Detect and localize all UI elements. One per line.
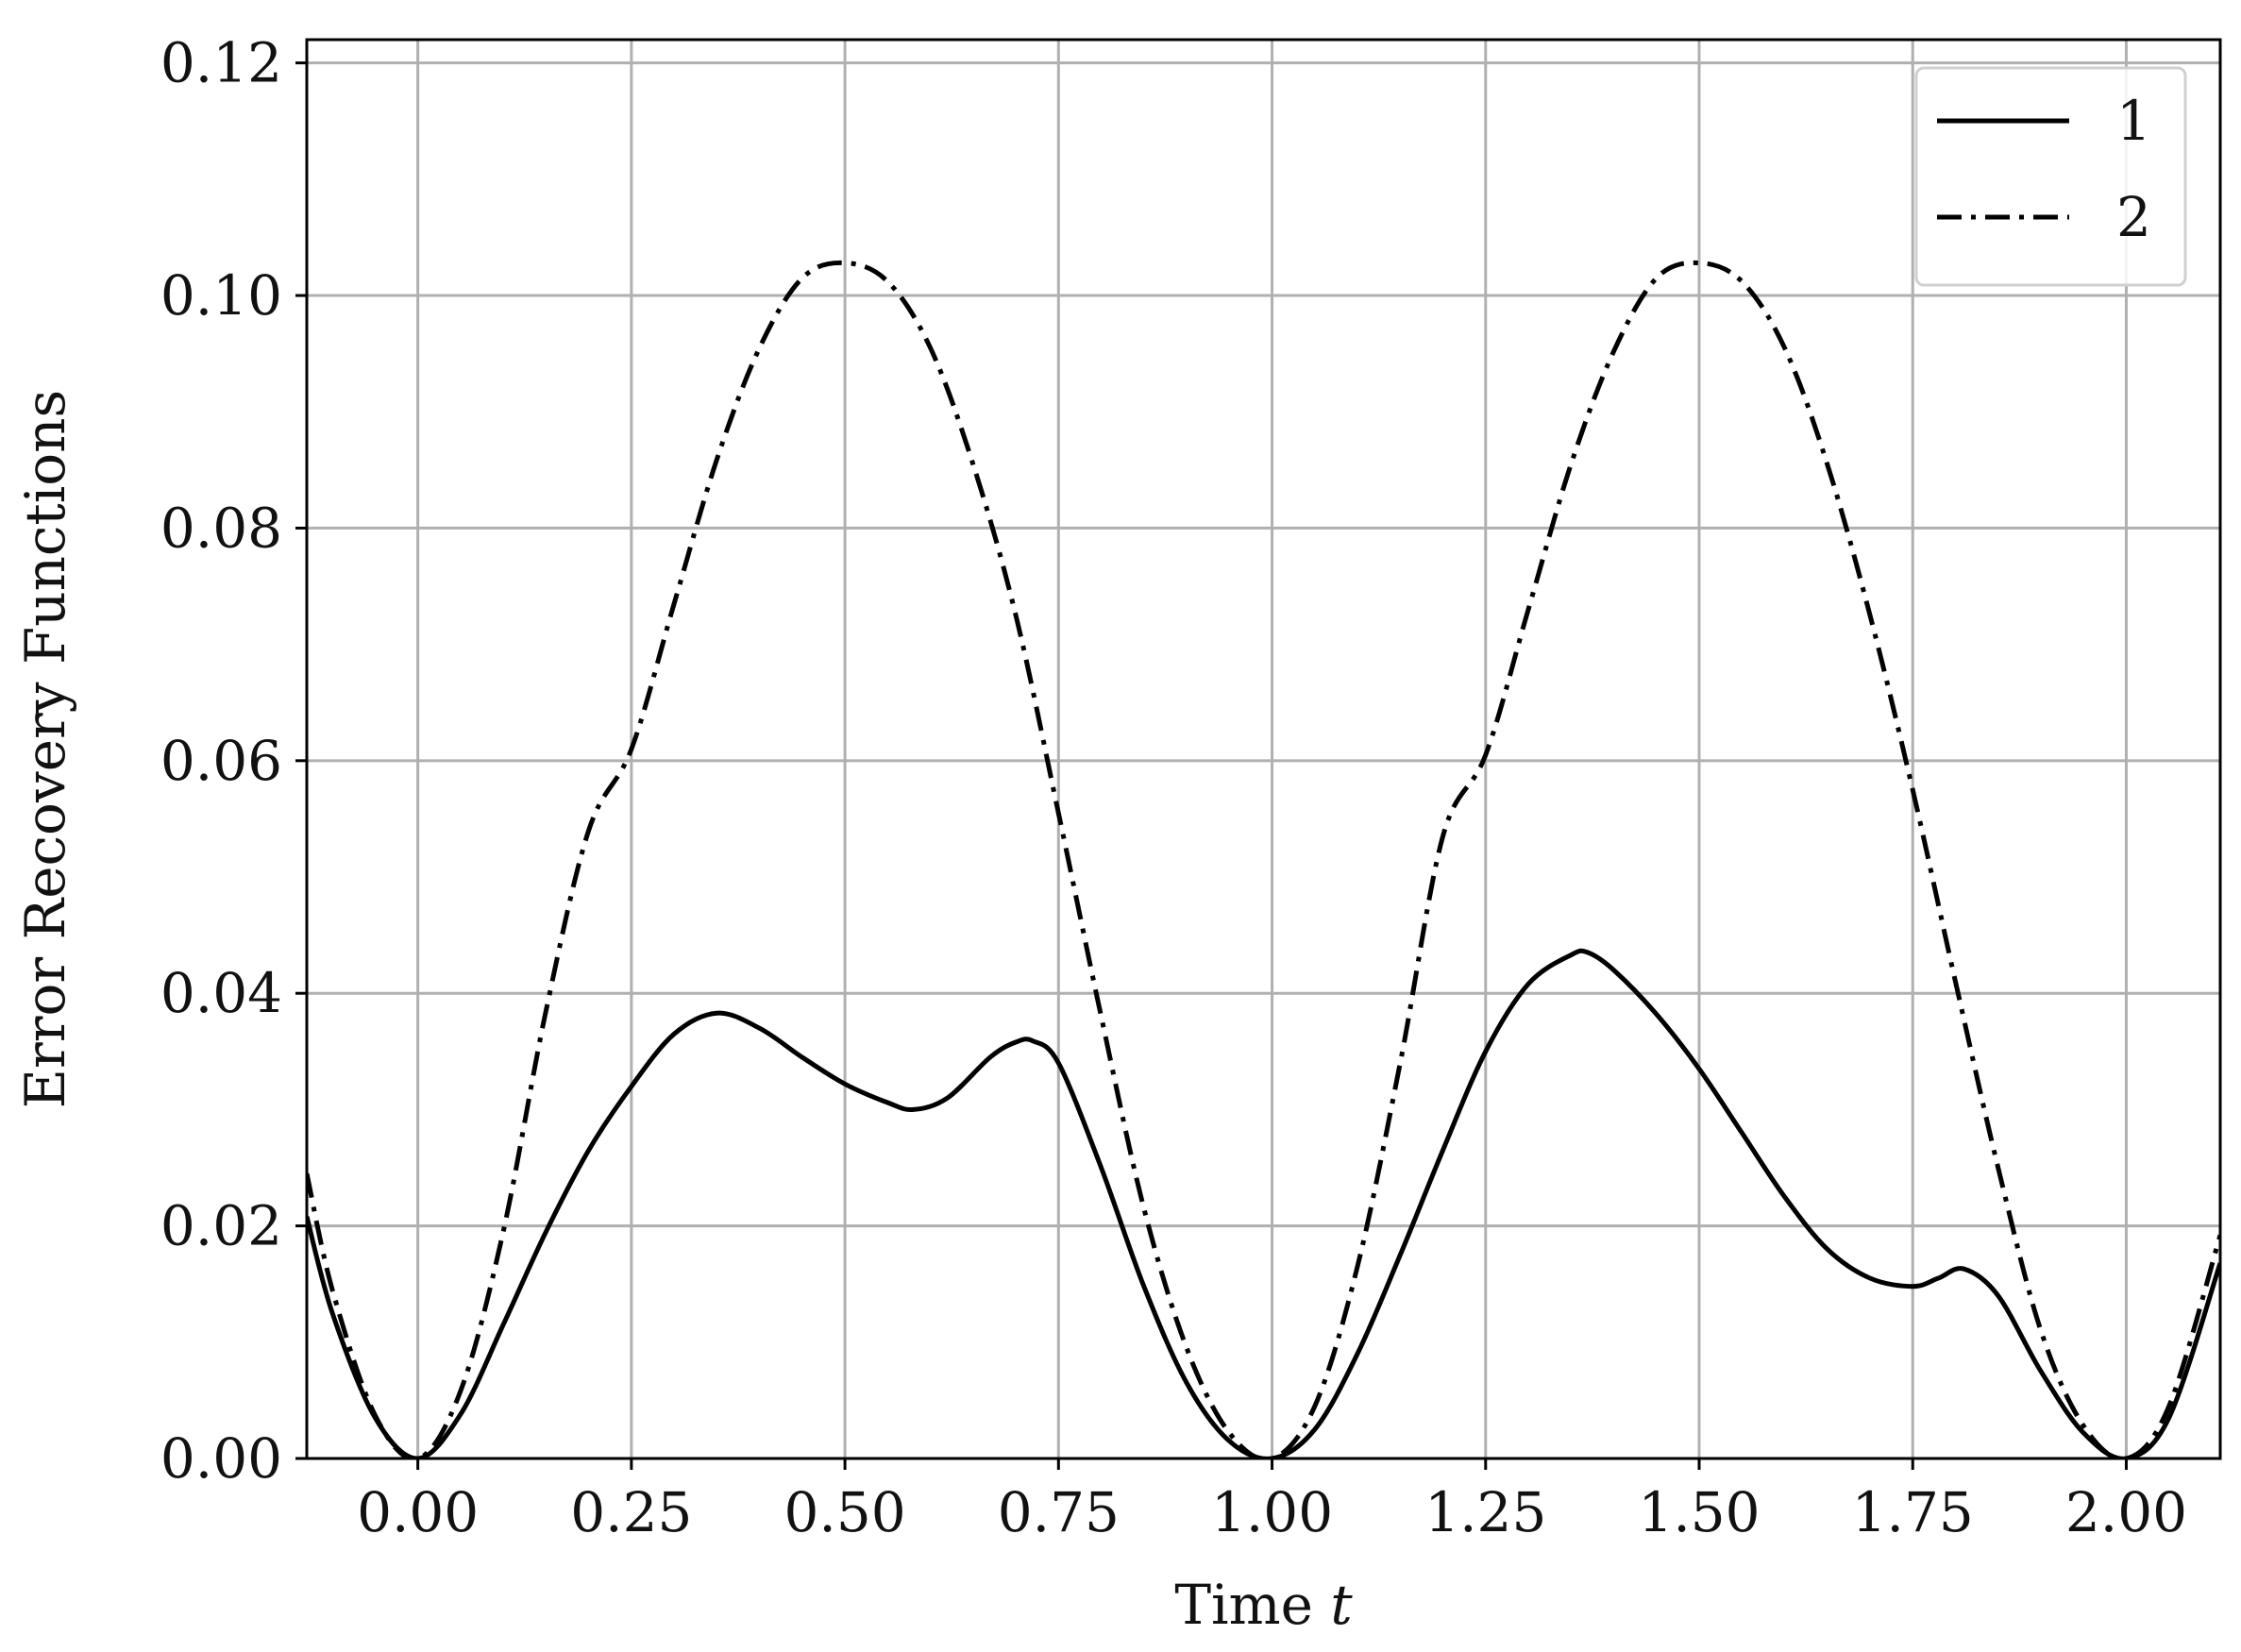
y-tick-label: 0.04: [160, 961, 282, 1025]
series-lines: [307, 260, 2220, 1458]
x-axis-label-text: Time: [1174, 1573, 1313, 1637]
x-tick-label: 1.25: [1424, 1480, 1546, 1544]
y-tick-label: 0.10: [160, 263, 282, 328]
x-tick-label: 0.25: [570, 1480, 692, 1544]
y-tick-label: 0.00: [160, 1426, 282, 1491]
series-line-2: [307, 260, 2220, 1458]
x-tick-label: 0.00: [357, 1480, 479, 1544]
x-axis-label-space: [1313, 1573, 1330, 1637]
x-axis-label-variable: t: [1330, 1573, 1353, 1637]
y-tick-label: 0.08: [160, 496, 282, 560]
x-tick-label: 1.50: [1638, 1480, 1760, 1544]
x-tick-label: 0.75: [998, 1480, 1120, 1544]
x-tick-label: 0.50: [784, 1480, 906, 1544]
y-tick-label: 0.12: [160, 31, 282, 95]
x-tick-label: 2.00: [2065, 1480, 2187, 1544]
x-tick-label: 1.00: [1211, 1480, 1333, 1544]
y-axis-label: Error Recovery Functions: [13, 390, 77, 1109]
legend-label-series-1: 1: [2116, 89, 2151, 153]
x-tick-label: 1.75: [1852, 1480, 1974, 1544]
legend-label-series-2: 2: [2116, 185, 2151, 249]
plot-frame: [305, 38, 2222, 1460]
legend: 1 2: [1914, 66, 2187, 287]
y-tick-label: 0.06: [160, 729, 282, 793]
y-tick-label: 0.02: [160, 1194, 282, 1258]
x-axis-label: Time t: [1174, 1573, 1353, 1637]
axis-ticks: 0.00 0.25 0.50 0.75 1.00 1.25 1.50 1.75 2.00 0.00…: [160, 31, 2187, 1544]
